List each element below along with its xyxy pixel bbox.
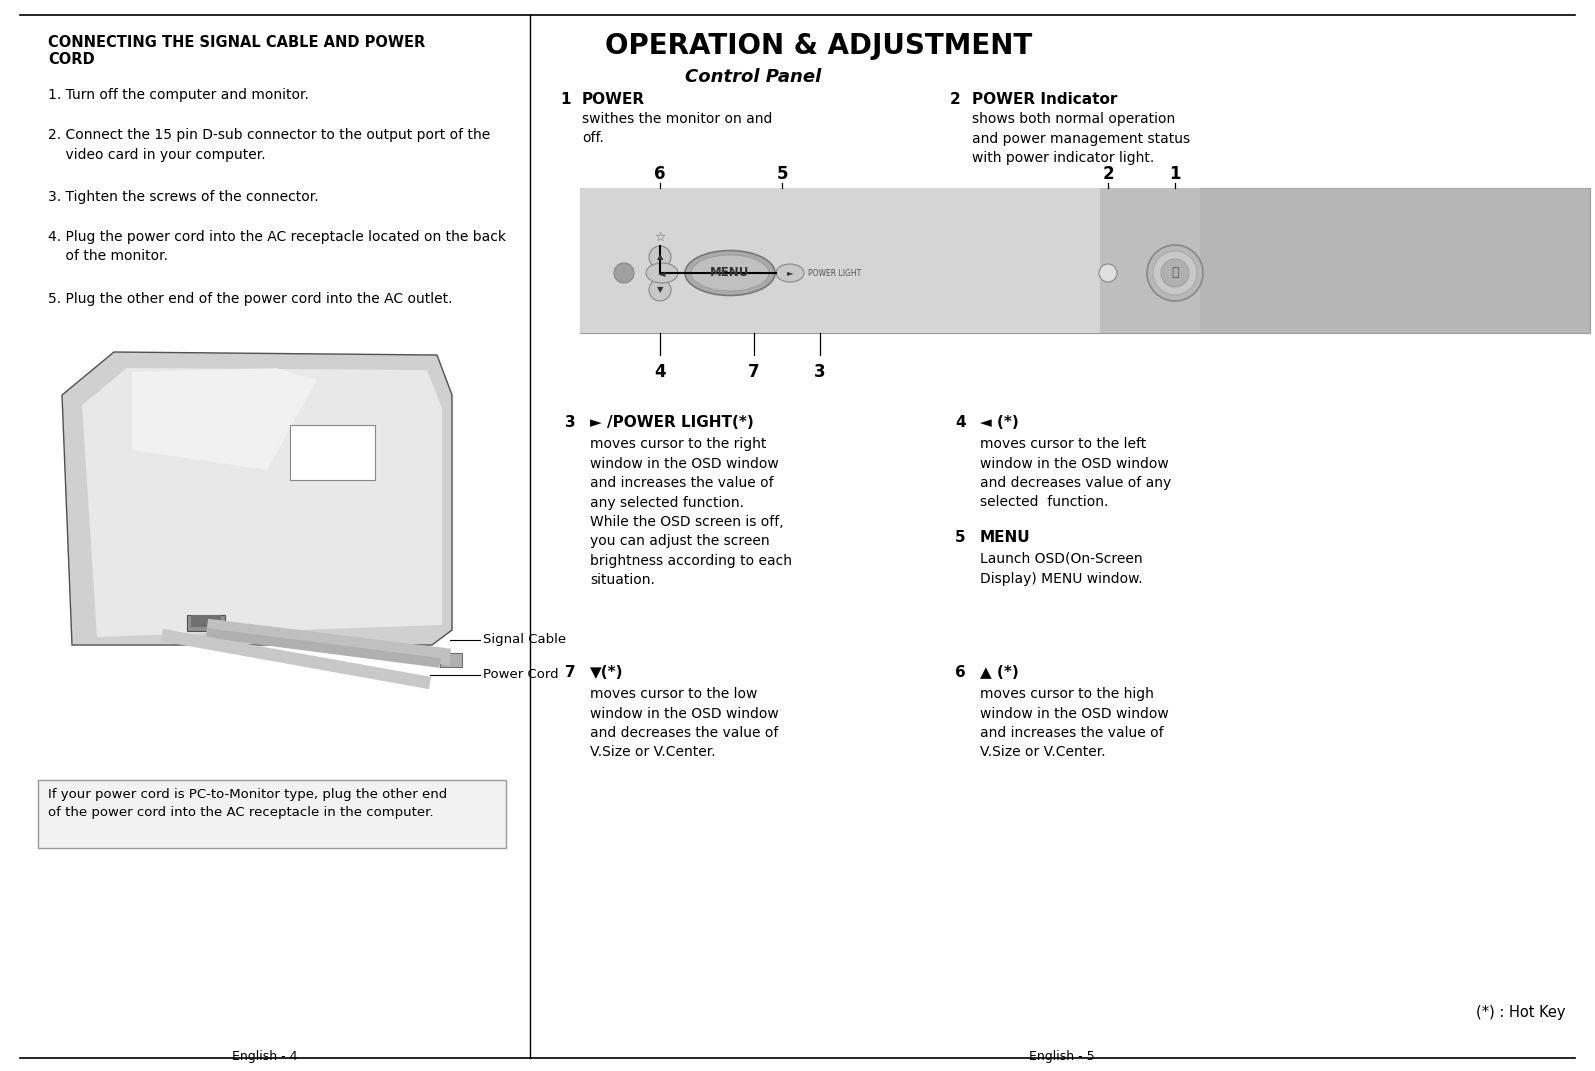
Text: 1: 1 (1169, 165, 1180, 183)
Text: MENU: MENU (979, 530, 1030, 545)
Text: 3. Tighten the screws of the connector.: 3. Tighten the screws of the connector. (48, 190, 319, 203)
Circle shape (649, 246, 671, 268)
Text: ⏻: ⏻ (1171, 267, 1179, 280)
Text: CORD: CORD (48, 52, 94, 67)
Text: English - 4: English - 4 (233, 1050, 298, 1064)
Bar (38, 780, 506, 848)
Text: 6: 6 (654, 165, 665, 183)
Text: POWER: POWER (582, 92, 644, 107)
Text: moves cursor to the left
window in the OSD window
and decreases value of any
sel: moves cursor to the left window in the O… (979, 437, 1171, 510)
Text: OPERATION & ADJUSTMENT: OPERATION & ADJUSTMENT (605, 32, 1032, 60)
Circle shape (1161, 259, 1188, 287)
Text: If your power cord is PC-to-Monitor type, plug the other end
of the power cord i: If your power cord is PC-to-Monitor type… (48, 788, 447, 819)
Text: ► /POWER LIGHT(*): ► /POWER LIGHT(*) (590, 414, 754, 429)
Text: 4. Plug the power cord into the AC receptacle located on the back
    of the mon: 4. Plug the power cord into the AC recep… (48, 230, 506, 263)
Text: MENU: MENU (710, 267, 750, 280)
Ellipse shape (684, 251, 775, 296)
Text: 6: 6 (955, 665, 965, 680)
Text: POWER LIGHT: POWER LIGHT (809, 269, 861, 277)
Text: 5. Plug the other end of the power cord into the AC outlet.: 5. Plug the other end of the power cord … (48, 292, 453, 306)
Bar (191, 615, 222, 627)
Text: moves cursor to the right
window in the OSD window
and increases the value of
an: moves cursor to the right window in the … (590, 437, 793, 588)
Text: CONNECTING THE SIGNAL CABLE AND POWER: CONNECTING THE SIGNAL CABLE AND POWER (48, 35, 426, 50)
Text: 5: 5 (955, 530, 965, 545)
Text: 3: 3 (565, 414, 576, 429)
Circle shape (1099, 263, 1116, 282)
Text: 2. Connect the 15 pin D-sub connector to the output port of the
    video card i: 2. Connect the 15 pin D-sub connector to… (48, 129, 490, 162)
Text: Launch OSD(On-Screen
Display) MENU window.: Launch OSD(On-Screen Display) MENU windo… (979, 552, 1142, 586)
Text: 2: 2 (951, 92, 960, 107)
Circle shape (1153, 251, 1196, 295)
Polygon shape (62, 352, 451, 645)
Text: 3: 3 (813, 363, 826, 381)
Text: 2: 2 (1102, 165, 1113, 183)
Circle shape (649, 280, 671, 301)
Text: 4: 4 (654, 363, 665, 381)
Bar (187, 615, 225, 631)
Text: English - 5: English - 5 (1029, 1050, 1094, 1064)
Text: 1: 1 (560, 92, 571, 107)
Text: Control Panel: Control Panel (684, 67, 821, 86)
Text: swithes the monitor on and
off.: swithes the monitor on and off. (582, 112, 772, 146)
Text: ▼: ▼ (657, 286, 664, 295)
Bar (581, 188, 1199, 333)
Bar (1101, 188, 1590, 333)
Text: 1. Turn off the computer and monitor.: 1. Turn off the computer and monitor. (48, 88, 309, 102)
Circle shape (614, 263, 633, 283)
Text: shows both normal operation
and power management status
with power indicator lig: shows both normal operation and power ma… (971, 112, 1190, 165)
Ellipse shape (777, 263, 804, 282)
Bar (290, 425, 375, 480)
Polygon shape (81, 368, 442, 637)
Text: ◄: ◄ (659, 268, 665, 278)
Text: Power Cord: Power Cord (483, 668, 558, 681)
Text: POWER Indicator: POWER Indicator (971, 92, 1118, 107)
Text: ▲ (*): ▲ (*) (979, 665, 1019, 680)
Text: ☆: ☆ (654, 230, 665, 243)
Text: 5: 5 (777, 165, 788, 183)
Text: 7: 7 (565, 665, 576, 680)
Bar (581, 188, 1590, 198)
Circle shape (1147, 245, 1203, 301)
Text: ►: ► (786, 269, 793, 277)
Bar (581, 188, 1590, 333)
Text: (*) : Hot Key: (*) : Hot Key (1475, 1005, 1565, 1020)
Text: ▲: ▲ (657, 253, 664, 261)
Bar (440, 653, 463, 667)
Text: Signal Cable: Signal Cable (483, 634, 566, 647)
Text: moves cursor to the low
window in the OSD window
and decreases the value of
V.Si: moves cursor to the low window in the OS… (590, 687, 778, 759)
Text: moves cursor to the high
window in the OSD window
and increases the value of
V.S: moves cursor to the high window in the O… (979, 687, 1169, 759)
Ellipse shape (646, 263, 678, 283)
Text: 7: 7 (748, 363, 759, 381)
Text: ◄ (*): ◄ (*) (979, 414, 1019, 429)
Text: 4: 4 (955, 414, 965, 429)
Text: ▼(*): ▼(*) (590, 665, 624, 680)
Polygon shape (132, 368, 317, 470)
Ellipse shape (691, 255, 769, 291)
